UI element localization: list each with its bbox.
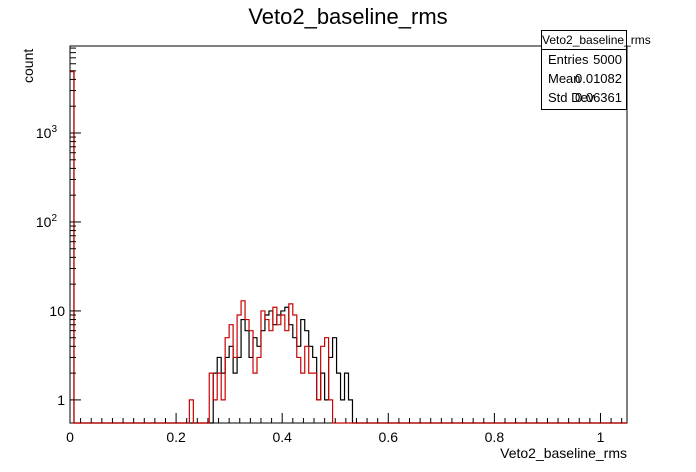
x-axis: 0 0.2 0.4 0.6 0.8 1 (66, 413, 623, 445)
stats-row-mean: Mean 0.01082 (542, 69, 626, 88)
stats-row-std-dev: Std Dev 0.06361 (542, 88, 626, 107)
y-tick-label: 102 (36, 213, 58, 230)
x-axis-label: Veto2_baseline_rms (500, 445, 627, 461)
y-axis-label: count (20, 49, 36, 83)
stats-box-title: Veto2_baseline_rms (542, 31, 651, 50)
histogram-series-2 (70, 70, 627, 424)
chart-title: Veto2_baseline_rms (248, 4, 448, 29)
stats-value: 0.01082 (575, 71, 622, 86)
x-tick-label: 0.2 (166, 429, 186, 445)
stats-row-entries: Entries 5000 (542, 50, 626, 69)
stats-value: 5000 (593, 52, 622, 67)
y-tick-label: 1 (57, 392, 65, 408)
histogram-series-1 (70, 70, 627, 424)
x-tick-label: 0.4 (272, 429, 292, 445)
stats-value: 0.06361 (575, 90, 622, 105)
x-tick-label: 1 (597, 429, 605, 445)
x-tick-label: 0.6 (379, 429, 399, 445)
y-tick-label: 103 (36, 124, 58, 141)
y-tick-label: 10 (49, 303, 65, 319)
stats-box: Veto2_baseline_rms Entries 5000 Mean 0.0… (541, 30, 651, 110)
x-tick-label: 0 (66, 429, 74, 445)
y-axis: 1 10 102 103 (36, 47, 81, 408)
stats-key: Entries (548, 52, 589, 67)
stats-key: Mean (548, 71, 581, 86)
stats-key: Std Dev (548, 90, 595, 105)
series-layer (70, 70, 627, 424)
x-tick-label: 0.8 (485, 429, 505, 445)
